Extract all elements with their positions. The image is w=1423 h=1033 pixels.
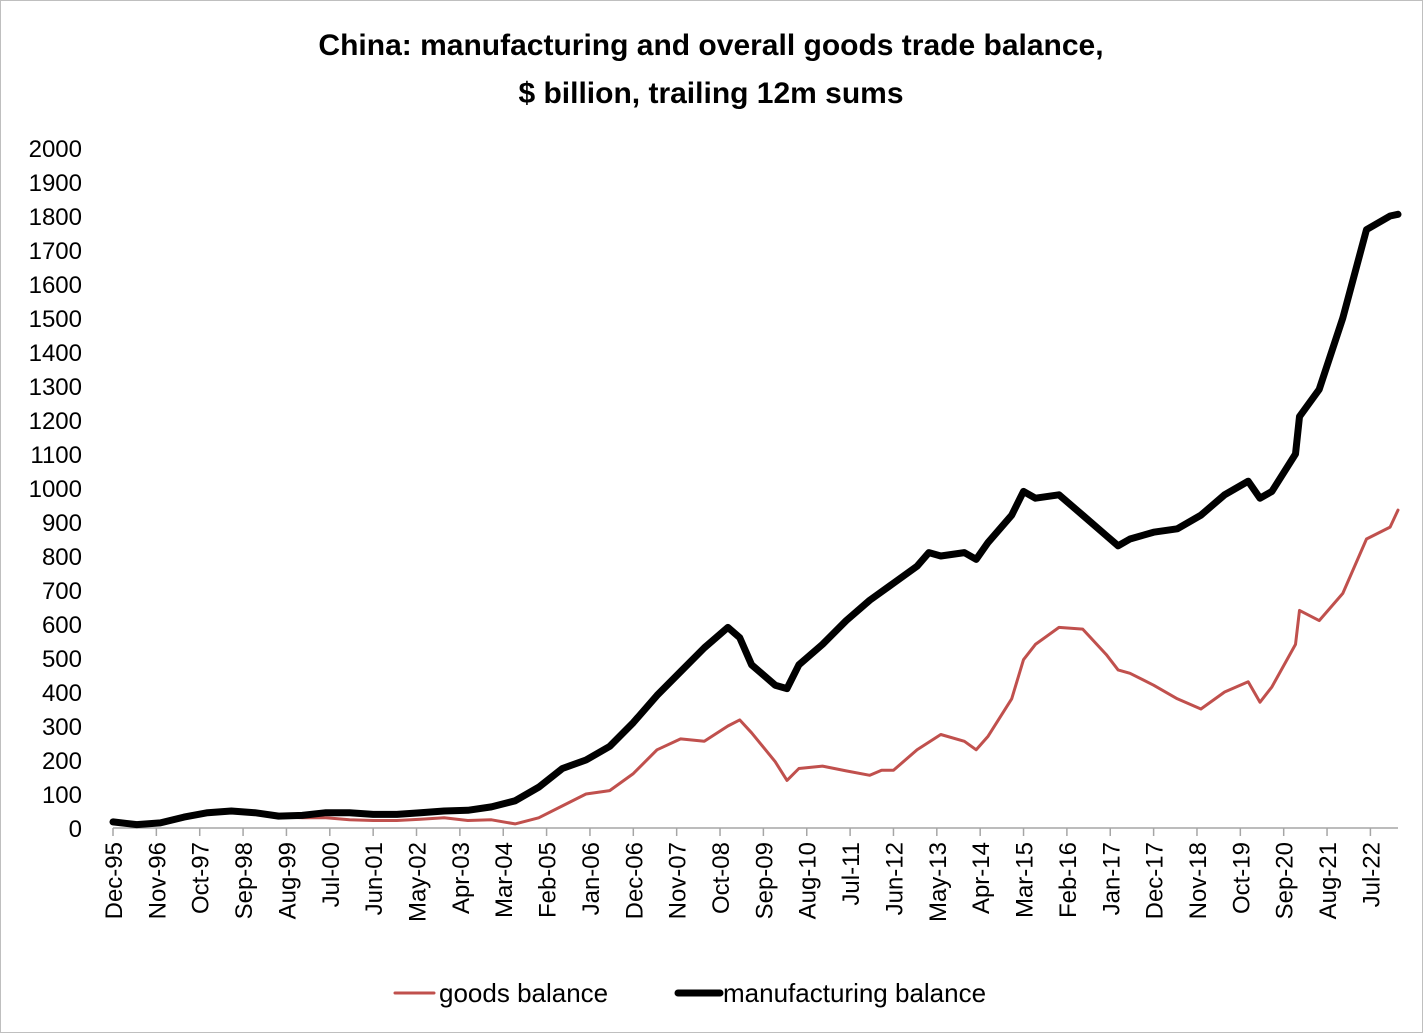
legend-label: goods balance [439,978,608,1008]
x-tick-label: Jun-12 [881,842,908,915]
x-tick-label: Oct-97 [188,842,215,914]
x-tick-label: Sep-20 [1272,842,1299,919]
x-axis: Dec-95 Nov-96 Oct-97 Sep-98 Aug-99 Jul-00 Jun-… [101,827,1398,922]
y-tick-label: 2000 [29,136,82,163]
chart-title-line-1: China: manufacturing and overall goods t… [318,29,1103,62]
y-tick-label: 1000 [29,476,82,503]
y-tick-label: 1600 [29,272,82,299]
y-axis: 0 100 200 300 400 500 600 700 800 900 1000 1100 1200… [29,136,82,843]
y-tick-label: 1100 [30,442,82,469]
x-tick-label: Aug-99 [274,842,301,919]
x-tick-label: Feb-05 [535,842,562,918]
x-tick-label: Nov-07 [665,842,692,919]
x-tick-label: Dec-95 [101,842,128,919]
x-tick-label: Apr-14 [968,842,995,914]
y-tick-label: 1800 [29,204,82,231]
x-tick-label: Jan-17 [1098,842,1125,915]
manufacturing-balance-line [109,210,1402,829]
legend: goods balance manufacturing balance [393,978,986,1008]
x-tick-label: Jul-11 [838,842,865,906]
y-tick-label: 600 [42,612,82,639]
x-tick-label: Nov-18 [1185,842,1212,919]
y-tick-label: 700 [42,578,82,605]
x-tick-label: Apr-03 [448,842,475,914]
x-tick-label: Jun-01 [361,842,388,915]
y-tick-label: 1500 [29,306,82,333]
y-tick-label: 500 [42,646,82,673]
x-tick-label: Dec-06 [621,842,648,919]
x-tick-label: May-02 [405,842,432,922]
x-tick-label: Aug-21 [1315,842,1342,919]
x-tick-label: Feb-16 [1055,842,1082,918]
y-tick-label: 1300 [29,374,82,401]
x-tick-label: May-13 [925,842,952,922]
y-tick-label: 200 [42,748,82,775]
legend-label: manufacturing balance [723,978,986,1008]
y-tick-label: 100 [42,782,82,809]
y-tick-label: 1900 [29,170,82,197]
x-tick-label: Jan-06 [578,842,605,915]
y-tick-label: 1200 [29,408,82,435]
x-tick-label: Sep-98 [231,842,258,919]
y-tick-label: 800 [42,544,82,571]
x-tick-label: Mar-15 [1012,842,1039,918]
chart-title-line-2: $ billion, trailing 12m sums [518,77,903,110]
y-tick-label: 300 [42,714,82,741]
goods-balance-line [111,508,1400,827]
x-tick-label: Mar-04 [491,842,518,918]
x-tick-label: Jul-22 [1358,842,1385,907]
y-tick-label: 400 [42,680,82,707]
x-tick-label: Sep-09 [751,842,778,919]
x-tick-label: Jul-00 [318,842,345,907]
x-tick-label: Oct-19 [1228,842,1255,914]
plot-series [109,210,1402,829]
x-tick-label: Nov-96 [144,842,171,919]
x-tick-label: Aug-10 [795,842,822,919]
x-tick-label: Dec-17 [1142,842,1169,919]
y-tick-label: 1700 [29,238,82,265]
y-tick-label: 1400 [29,340,82,367]
x-tick-label: Oct-08 [708,842,735,914]
y-tick-label: 900 [42,510,82,537]
y-tick-label: 0 [69,816,82,843]
